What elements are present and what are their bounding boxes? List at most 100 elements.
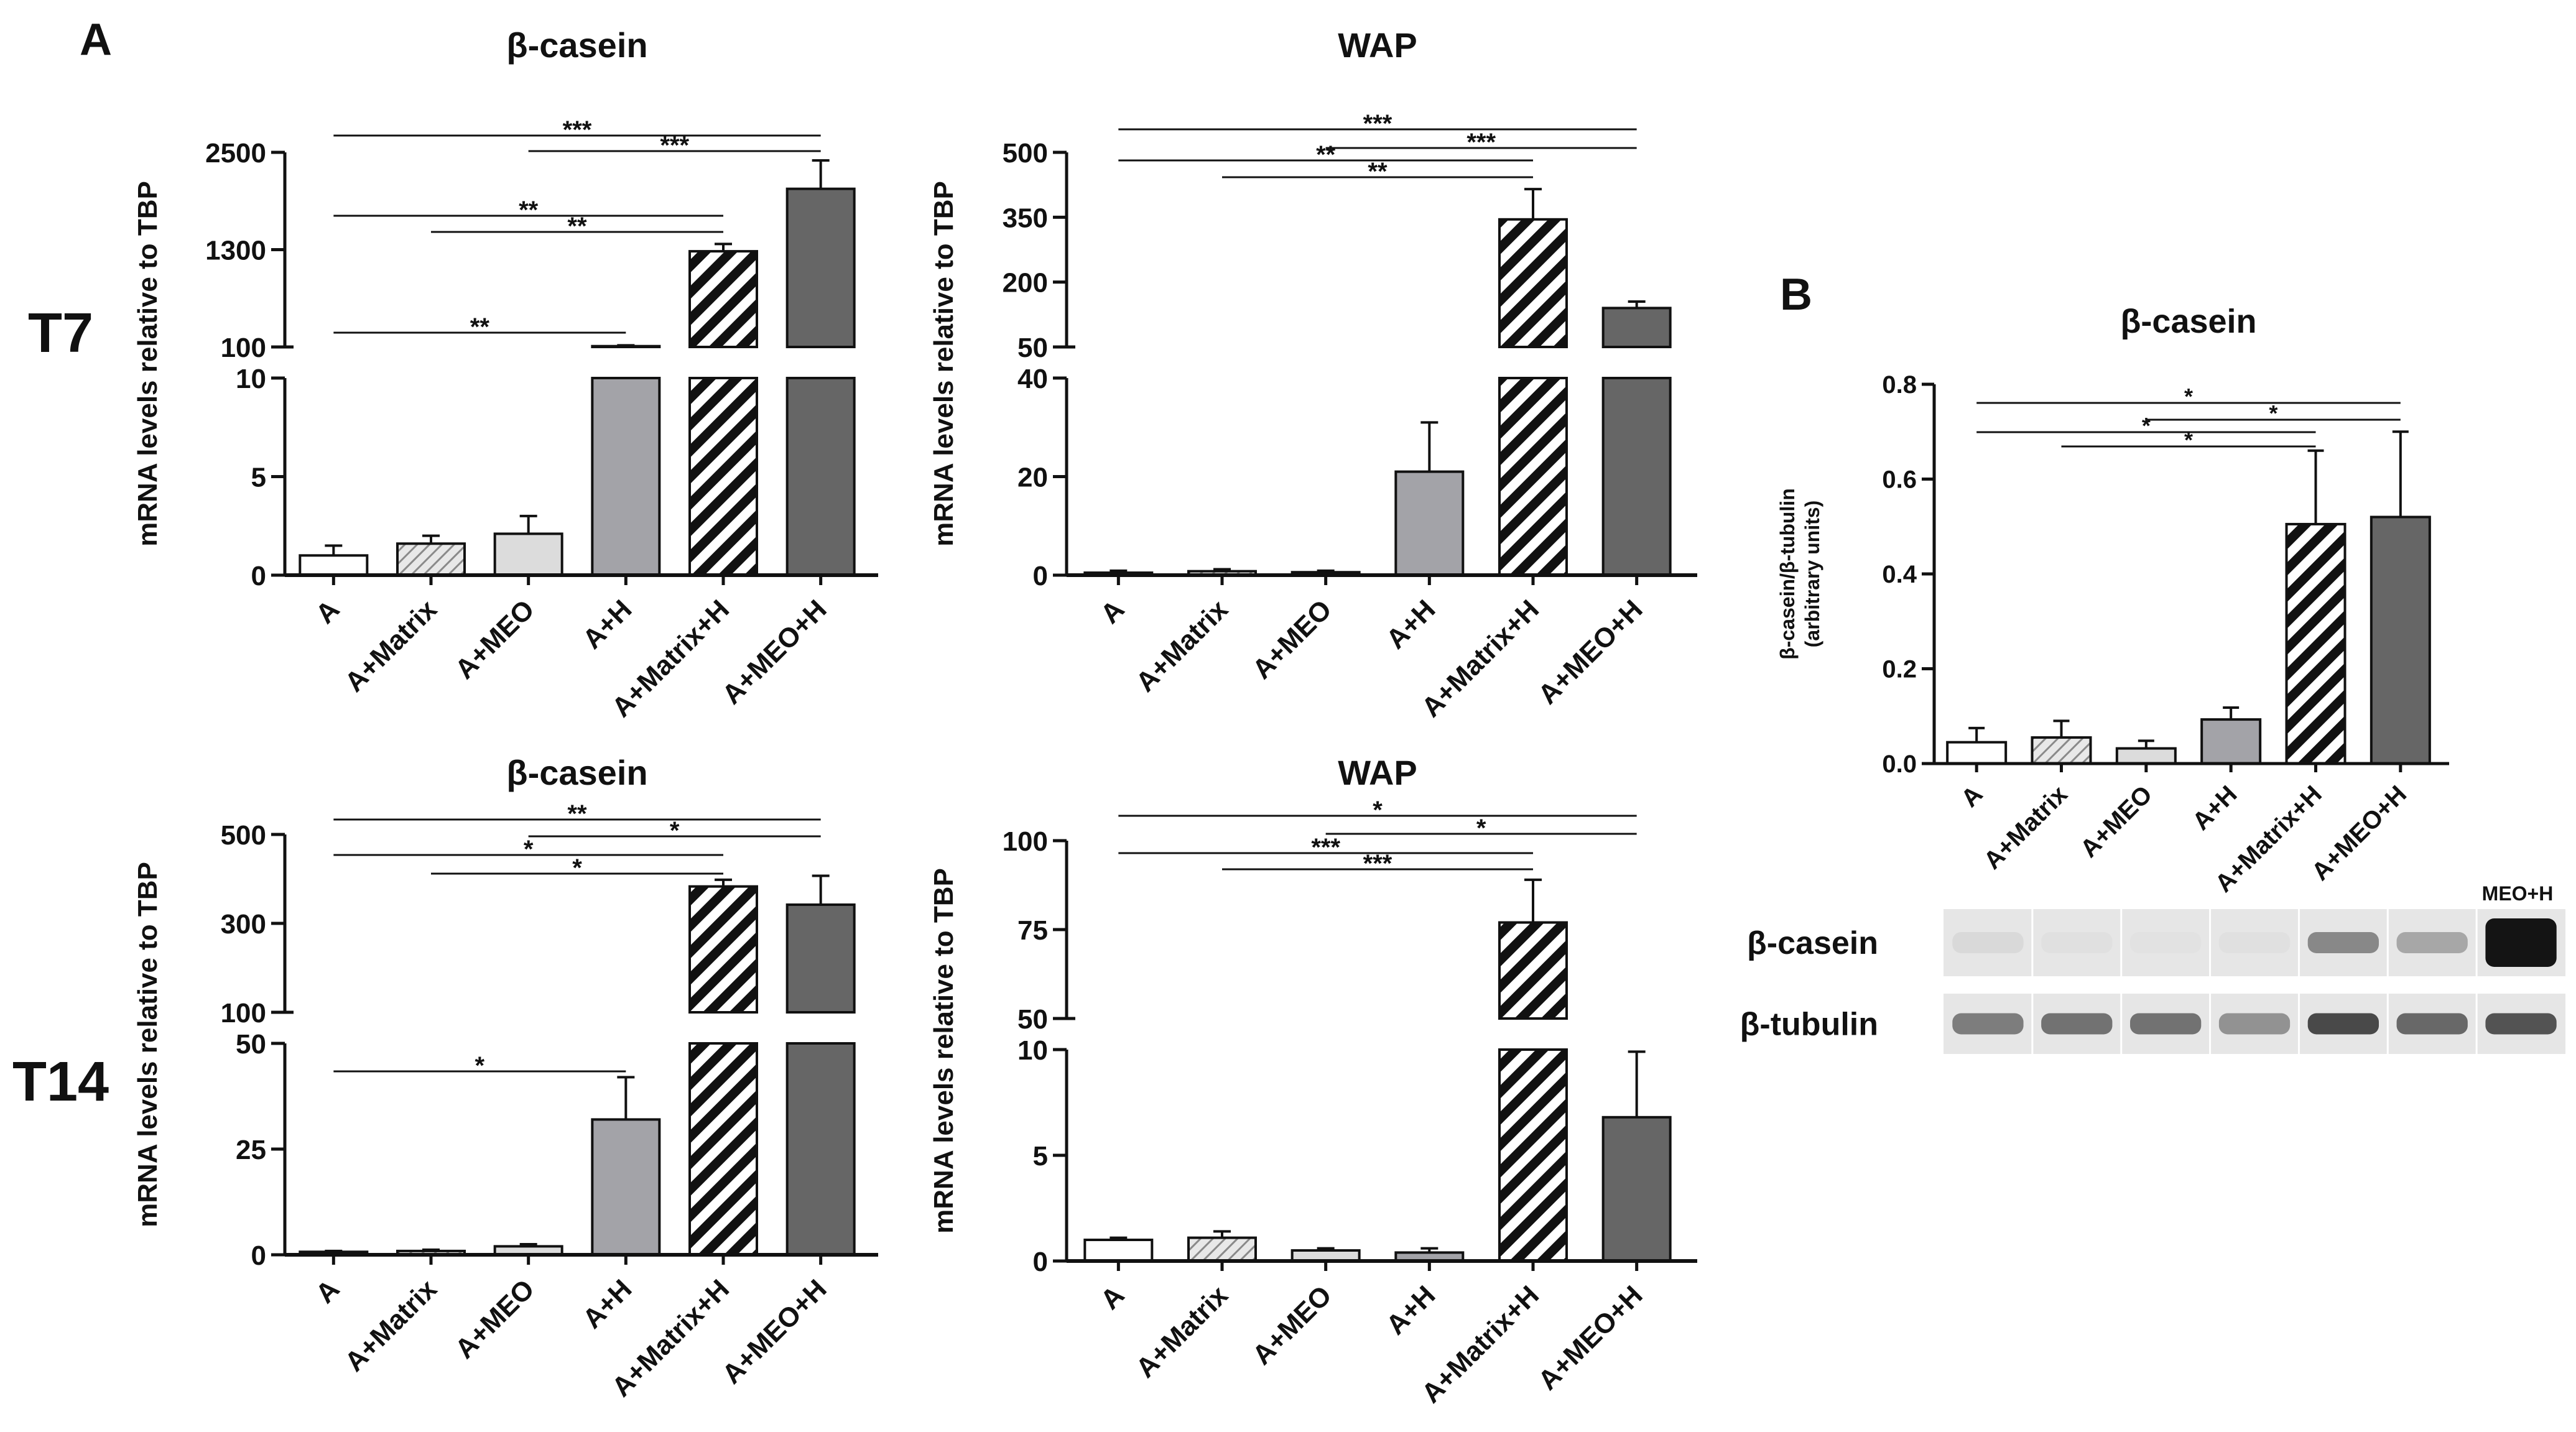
x-tick-label: A+MEO — [450, 594, 540, 685]
y-tick-label: 50 — [1017, 333, 1048, 363]
y-tick-label: 0 — [1033, 561, 1048, 591]
bar-a-h-lower — [591, 377, 661, 576]
y-tick-label: 50 — [1017, 1004, 1048, 1035]
y-tick-label: 10 — [1017, 1035, 1048, 1066]
bar-a-matrix — [1187, 1236, 1257, 1262]
significance-label: ** — [567, 800, 587, 828]
timepoint-label-t7: T7 — [28, 302, 93, 364]
y-tick-label: 2500 — [205, 138, 266, 169]
x-tick-label: A+Matrix — [339, 1273, 443, 1377]
y-tick-label: 0.2 — [1882, 656, 1917, 683]
blot-extra-lane-label: MEO+H — [2482, 882, 2554, 905]
y-axis-label: mRNA levels relative to TBP — [132, 862, 163, 1227]
blot-band — [2307, 1013, 2379, 1035]
significance-label: *** — [563, 116, 592, 144]
x-tick-label: A — [1095, 1280, 1130, 1315]
blot-row-label: β-casein — [1747, 925, 1878, 961]
blot-band — [2218, 1013, 2291, 1035]
y-tick-label: 0.6 — [1882, 466, 1917, 494]
chart-title: WAP — [1338, 753, 1417, 792]
blot-band — [1952, 1013, 2024, 1035]
x-tick-label: A+MEO — [1247, 594, 1338, 685]
blot-band — [2485, 1013, 2557, 1035]
significance-label: ** — [567, 213, 587, 240]
significance-label: * — [524, 836, 534, 863]
bar-a-matrix-h-upper — [1498, 921, 1568, 1020]
x-tick-label: A+MEO+H — [716, 1273, 833, 1390]
y-axis-label-line2: (arbitrary units) — [1801, 501, 1823, 647]
bar-a-h — [2200, 718, 2262, 765]
x-tick-label: A+Matrix — [1978, 780, 2072, 874]
chart-title: β-casein — [2120, 303, 2256, 340]
y-tick-label: 100 — [1003, 826, 1048, 857]
blot-band — [2041, 932, 2113, 953]
blot-band — [2130, 932, 2202, 953]
significance-label: * — [670, 817, 680, 844]
y-tick-label: 5 — [251, 463, 266, 493]
x-tick-label: A+MEO+H — [716, 594, 833, 710]
x-tick-label: A+Matrix — [1130, 1280, 1234, 1383]
blot-band — [2396, 932, 2468, 953]
y-tick-label: 500 — [221, 820, 266, 851]
blot-band — [2041, 1013, 2113, 1035]
chart-title: β-casein — [506, 25, 647, 65]
x-tick-label: A+H — [1381, 1280, 1442, 1341]
x-tick-label: A+H — [577, 594, 638, 655]
blot-row-label: β-tubulin — [1740, 1007, 1878, 1043]
y-tick-label: 0 — [251, 1240, 266, 1271]
y-tick-label: 25 — [236, 1135, 266, 1165]
bar-a-matrix-h-lower — [688, 377, 758, 576]
significance-label: *** — [660, 132, 689, 159]
bar-a-meo-h — [2370, 515, 2431, 765]
y-tick-label: 100 — [221, 333, 266, 363]
significance-label: * — [2142, 413, 2151, 438]
x-tick-label: A+H — [577, 1273, 638, 1334]
bar-a — [1946, 741, 2008, 765]
bar-a-matrix-h-lower — [688, 1042, 758, 1256]
panel-label-a: A — [80, 15, 112, 65]
timepoint-label-t14: T14 — [12, 1051, 109, 1113]
y-tick-label: 50 — [236, 1029, 266, 1060]
bar-a-h — [1394, 470, 1465, 577]
y-tick-label: 75 — [1017, 915, 1048, 946]
significance-label: * — [572, 854, 582, 882]
blot-band — [2130, 1013, 2202, 1035]
western-blot: MEO+H β-casein β-tubulin — [1740, 882, 2565, 1054]
significance-label: ** — [470, 313, 490, 341]
bar-a-meo-h — [1601, 1116, 1672, 1263]
blot-band — [2396, 1013, 2468, 1035]
y-tick-label: 350 — [1003, 203, 1048, 233]
y-tick-label: 1300 — [205, 236, 266, 266]
x-tick-label: A+MEO+H — [1532, 594, 1649, 710]
y-axis-label: mRNA levels relative to TBP — [929, 181, 959, 547]
y-tick-label: 40 — [1017, 364, 1048, 394]
x-tick-label: A+Matrix — [339, 594, 443, 698]
y-tick-label: 5 — [1033, 1141, 1048, 1171]
blot-band — [1952, 932, 2024, 953]
bar-a-matrix-h-upper — [1498, 218, 1568, 348]
x-tick-label: A+MEO — [2075, 780, 2157, 862]
y-tick-label: 0 — [251, 561, 266, 591]
bar-a-matrix-h-upper — [688, 885, 758, 1014]
significance-label: * — [2184, 427, 2193, 453]
bar-a-meo-h-upper — [785, 903, 856, 1014]
x-tick-label: A — [1956, 780, 1988, 813]
y-axis-label: mRNA levels relative to TBP — [929, 868, 959, 1234]
bar-a-matrix — [396, 542, 466, 577]
significance-label: * — [1373, 797, 1383, 824]
blot-band — [2485, 918, 2557, 967]
significance-label: ** — [519, 196, 539, 224]
y-tick-label: 10 — [236, 364, 266, 394]
chart-panel-b-beta-casein: β-casein β-casein/β-tubulin (arbitrary uni… — [1776, 303, 2449, 898]
y-tick-label: 0.0 — [1882, 751, 1917, 778]
x-tick-label: A — [310, 1273, 345, 1309]
bar-a-matrix-h-lower — [1498, 1048, 1568, 1262]
x-tick-label: A+MEO+H — [1532, 1280, 1649, 1396]
y-axis-label: mRNA levels relative to TBP — [132, 181, 163, 547]
significance-label: ** — [1368, 158, 1388, 185]
bar-a-meo — [2115, 747, 2177, 765]
bar-a-matrix-h-lower — [1498, 377, 1568, 576]
